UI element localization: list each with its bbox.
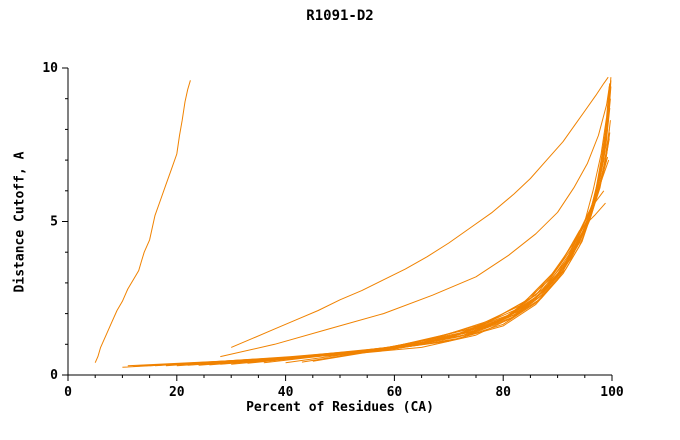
series-line <box>220 83 611 358</box>
series-line <box>127 77 612 367</box>
x-tick-label: 40 <box>278 385 294 400</box>
series-line <box>198 147 609 366</box>
y-tick-label: 0 <box>50 368 58 383</box>
series-line <box>301 190 605 363</box>
x-tick-label: 100 <box>600 385 624 400</box>
x-tick-label: 60 <box>387 385 403 400</box>
series-line <box>138 89 610 367</box>
series-line <box>144 98 611 367</box>
series-line <box>187 120 611 366</box>
series-line <box>154 107 611 367</box>
y-tick-label: 5 <box>50 215 58 230</box>
series-line <box>247 156 609 364</box>
series-line <box>220 132 611 365</box>
x-tick-label: 20 <box>169 385 185 400</box>
series-line <box>231 76 609 348</box>
series-line <box>122 86 610 368</box>
series-line <box>94 80 191 363</box>
series-line <box>133 83 611 367</box>
x-tick-label: 0 <box>64 385 72 400</box>
y-axis-label: Distance Cutoff, A <box>12 151 28 293</box>
x-tick-label: 80 <box>495 385 511 400</box>
series-line <box>176 129 610 367</box>
y-tick-label: 10 <box>42 61 58 76</box>
series-line <box>312 202 606 362</box>
series-line <box>149 80 612 367</box>
chart-title: R1091-D2 <box>306 8 374 24</box>
x-axis-label: Percent of Residues (CA) <box>246 400 434 415</box>
series-line <box>231 159 608 365</box>
